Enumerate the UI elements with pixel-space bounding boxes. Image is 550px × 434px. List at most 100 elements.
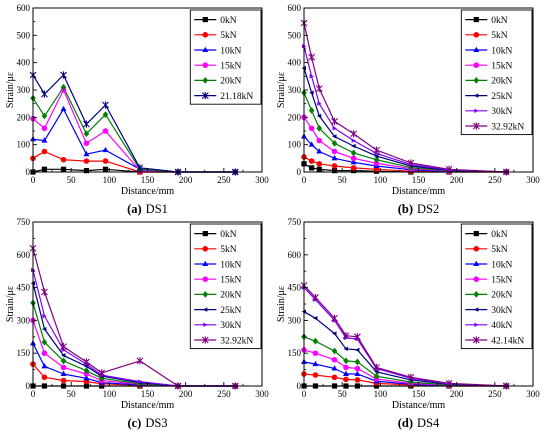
data-point	[407, 159, 415, 167]
data-point	[84, 364, 89, 369]
y-tick-label: 300	[288, 315, 302, 325]
data-point	[60, 105, 67, 112]
data-point	[83, 130, 90, 138]
data-point	[373, 160, 380, 167]
y-tick-label: 400	[17, 58, 31, 68]
data-point	[342, 370, 349, 376]
legend-marker	[201, 92, 209, 100]
legend-marker	[202, 291, 209, 298]
legend-label: 15kN	[491, 62, 512, 72]
legend-marker	[473, 32, 480, 38]
legend-label: 25kN	[491, 92, 512, 102]
caption-text: DS1	[146, 202, 168, 216]
data-point	[102, 111, 109, 118]
data-point	[373, 156, 380, 164]
x-tick-label: 200	[450, 389, 464, 399]
legend-label: 32.92kN	[220, 336, 253, 346]
legend-marker	[202, 62, 209, 68]
plot-series	[300, 19, 510, 176]
y-tick-label: 600	[17, 3, 31, 13]
data-point	[102, 166, 109, 172]
x-tick-label: 0	[31, 175, 36, 185]
data-point	[60, 71, 67, 79]
data-point	[309, 90, 314, 95]
x-tick-label: 50	[67, 389, 77, 399]
y-tick-label: 750	[17, 217, 31, 227]
data-point	[83, 150, 90, 157]
data-point	[350, 155, 357, 162]
y-tick-label: 600	[288, 250, 302, 260]
y-tick-label: 450	[17, 283, 31, 293]
legend-label: 15kN	[220, 276, 241, 286]
data-point	[331, 139, 338, 147]
data-point	[308, 158, 315, 164]
legend-marker	[473, 17, 479, 23]
y-tick-label: 0	[297, 167, 302, 177]
data-point	[83, 358, 90, 366]
data-point	[83, 367, 90, 375]
legend-marker	[473, 291, 480, 298]
data-point	[83, 158, 90, 164]
x-tick-label: 250	[488, 175, 502, 185]
legend-label: 5kN	[491, 245, 508, 255]
caption-label: (a)	[127, 202, 142, 216]
data-point	[331, 168, 338, 174]
data-point	[308, 107, 315, 114]
data-point	[313, 316, 318, 321]
data-point	[316, 166, 322, 172]
data-point	[41, 288, 48, 296]
data-point	[331, 356, 338, 363]
data-point	[317, 101, 322, 106]
data-point	[137, 379, 143, 384]
legend-label: 5kN	[220, 31, 237, 41]
data-point	[331, 347, 338, 355]
x-tick-label: 0	[31, 389, 36, 399]
legend-label: 0kN	[491, 16, 508, 26]
x-tick-label: 300	[526, 389, 540, 399]
x-tick-label: 50	[338, 389, 348, 399]
data-point	[331, 365, 338, 371]
legend: 0kN 5kN 10kN 15kN 20kN 30kN 40kN 42.14kN	[460, 223, 533, 350]
data-point	[308, 53, 316, 61]
x-tick-label: 250	[217, 175, 231, 185]
y-tick-label: 100	[17, 140, 31, 150]
x-tick-label: 50	[67, 175, 77, 185]
legend-marker	[202, 231, 208, 237]
data-point	[332, 331, 337, 336]
legend-marker	[201, 336, 209, 344]
x-tick-label: 200	[179, 389, 193, 399]
series-line	[32, 269, 236, 387]
data-point	[60, 377, 67, 384]
data-point	[331, 314, 338, 322]
caption-text: DS3	[145, 416, 167, 430]
legend-box	[460, 223, 533, 350]
data-point	[343, 376, 349, 383]
legend-label: 15kN	[220, 62, 241, 72]
legend-label: 21.18kN	[220, 92, 253, 102]
y-axis-label: Strain/με	[276, 286, 287, 322]
x-tick-label: 150	[141, 389, 155, 399]
legend-marker	[473, 276, 480, 283]
data-point	[354, 377, 361, 383]
data-point	[102, 128, 109, 134]
legend-label: 32.92kN	[491, 122, 524, 132]
legend-box	[189, 223, 262, 350]
caption-text: DS4	[417, 416, 440, 430]
data-point	[136, 164, 144, 172]
legend-label: 5kN	[491, 31, 508, 41]
legend-label: 25kN	[220, 306, 241, 316]
legend-label: 10kN	[491, 46, 512, 56]
data-point	[407, 373, 415, 381]
y-tick-label: 300	[17, 315, 31, 325]
legend-marker	[473, 307, 479, 312]
data-point	[316, 137, 323, 144]
y-tick-label: 750	[288, 217, 302, 227]
x-axis-label: Distance/mm	[121, 400, 175, 411]
chart-panel-1: 0 50 100 150 200 250 300 0 100 200 300 400 500 600 Dis…	[5, 3, 269, 216]
legend-marker	[474, 108, 479, 113]
data-point	[374, 369, 379, 374]
legend-marker	[473, 246, 480, 252]
caption-text: DS2	[417, 202, 439, 216]
